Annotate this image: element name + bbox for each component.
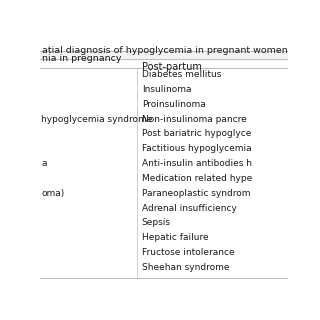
Text: nia in pregnancy: nia in pregnancy — [43, 54, 122, 63]
Bar — [40, 51, 288, 59]
Text: Medication related hype: Medication related hype — [142, 174, 252, 183]
Text: Fructose intolerance: Fructose intolerance — [142, 248, 234, 257]
Text: Insulinoma: Insulinoma — [142, 85, 191, 94]
Text: oma): oma) — [41, 189, 65, 198]
Text: Sepsis: Sepsis — [142, 219, 171, 228]
Text: a: a — [41, 159, 47, 168]
Text: Factitious hypoglycemia: Factitious hypoglycemia — [142, 144, 251, 153]
Text: Proinsulinoma: Proinsulinoma — [142, 100, 205, 109]
Text: Post-partum: Post-partum — [142, 62, 202, 72]
Text: Non-insulinoma pancre: Non-insulinoma pancre — [142, 115, 246, 124]
Text: Anti-insulin antibodies h: Anti-insulin antibodies h — [142, 159, 252, 168]
Text: Hepatic failure: Hepatic failure — [142, 233, 208, 242]
Text: hypoglycemia syndrome: hypoglycemia syndrome — [41, 115, 153, 124]
Text: Diabetes mellitus: Diabetes mellitus — [142, 70, 221, 79]
Text: Adrenal insufficiency: Adrenal insufficiency — [142, 204, 236, 212]
Text: atial diagnosis of hypoglycemia in pregnant women or during th: atial diagnosis of hypoglycemia in pregn… — [43, 46, 320, 55]
Text: Paraneoplastic syndrom: Paraneoplastic syndrom — [142, 189, 250, 198]
Text: Post bariatric hypoglyce: Post bariatric hypoglyce — [142, 129, 251, 138]
Text: Sheehan syndrome: Sheehan syndrome — [142, 263, 229, 272]
